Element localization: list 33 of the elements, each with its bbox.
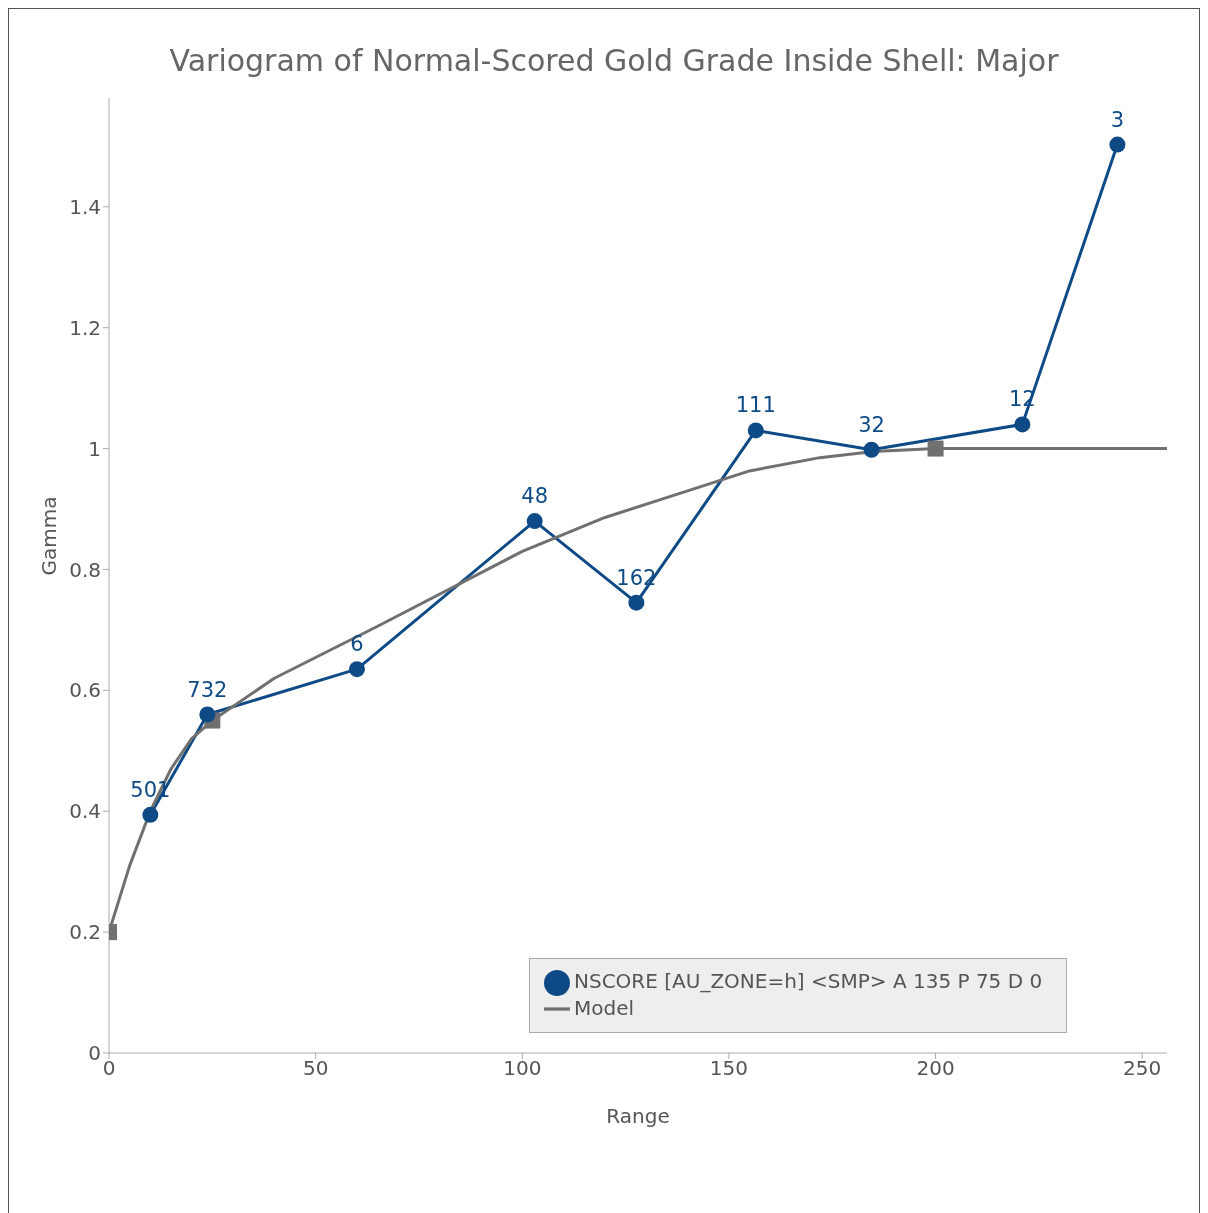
point: [1109, 136, 1126, 153]
point: [142, 806, 159, 823]
annotation: 111: [735, 393, 776, 418]
x-tick-label: 250: [1123, 1056, 1162, 1081]
annotation: 48: [521, 484, 549, 509]
point: [526, 513, 543, 530]
point: [199, 706, 216, 723]
legend-label: Model: [574, 995, 635, 1020]
y-tick-label: 0.6: [69, 678, 101, 703]
y-tick-label: 1: [88, 436, 101, 461]
point: [863, 441, 880, 458]
y-tick-label: 1.2: [69, 315, 101, 340]
x-tick-label: 150: [709, 1056, 749, 1081]
point: [1014, 416, 1031, 433]
point: [927, 440, 944, 457]
x-tick-label: 100: [503, 1056, 542, 1081]
y-axis-title: Gamma: [37, 496, 62, 576]
y-tick-label: 1.4: [69, 194, 101, 219]
x-tick-label: 200: [916, 1056, 955, 1081]
annotation: 732: [187, 677, 228, 702]
x-axis-title: Range: [606, 1104, 670, 1128]
y-tick-label: 0.4: [69, 799, 101, 824]
point: [348, 661, 365, 678]
annotation: 32: [858, 412, 885, 437]
annotation: 6: [350, 632, 364, 657]
point: [747, 422, 764, 439]
y-tick-label: 0.8: [69, 557, 101, 582]
chart-title: Variogram of Normal-Scored Gold Grade Inside Shell: Major: [168, 42, 1060, 78]
point: [628, 594, 645, 611]
legend-label: NSCORE [AU_ZONE=h] <SMP> A 135 P 75 D 0: [574, 969, 1043, 993]
y-tick-label: 0.2: [69, 920, 101, 945]
x-tick-label: 50: [302, 1056, 329, 1081]
annotation: 3: [1110, 107, 1125, 132]
